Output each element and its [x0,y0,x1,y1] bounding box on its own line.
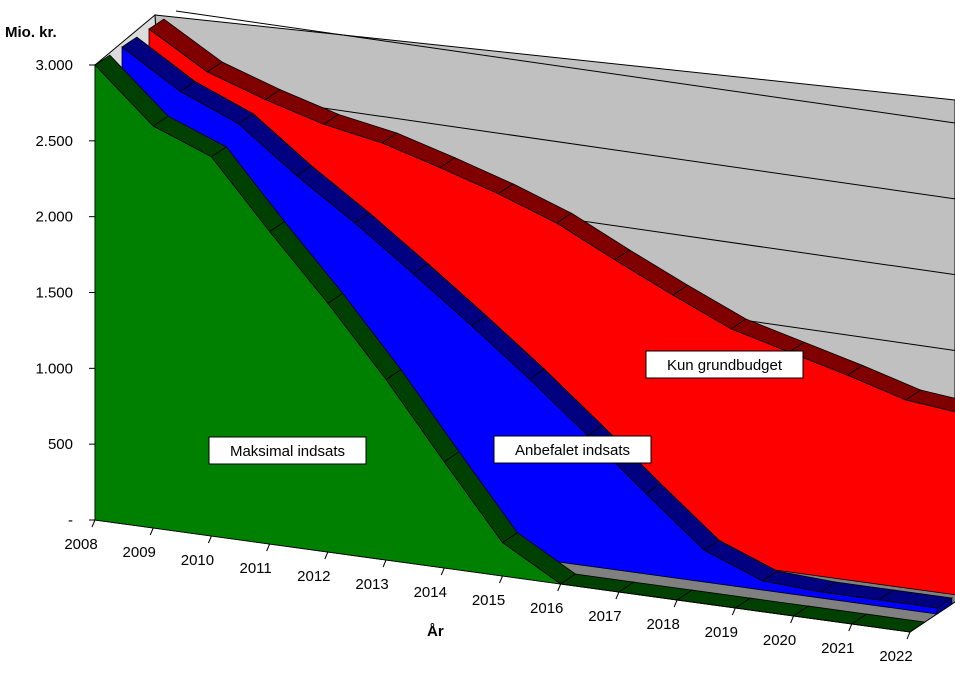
x-tick [673,599,678,608]
y-tick-label: 2.500 [35,133,73,150]
x-tick [324,551,329,560]
x-tick [557,583,562,592]
series-label-text: Anbefalet indsats [515,442,630,459]
label-box [493,435,652,464]
y-tick-label: - [68,512,73,529]
series-label-box: Maksimal indsats [208,436,367,465]
series-maksimal-indsats [94,54,926,633]
y-axis-title: Mio. kr. [5,24,57,41]
series-end-face [909,621,926,633]
label-box [645,350,804,379]
x-tick-label: 2021 [821,640,854,657]
series-label-text: Maksimal indsats [230,443,345,460]
x-axis-title: År [427,623,444,640]
x-tick-label: 2013 [355,576,388,593]
x-tick-label: 2020 [763,632,796,649]
x-tick [906,631,911,640]
x-tick-label: 2011 [240,560,272,577]
x-tick-label: 2016 [530,600,563,617]
x-tick-label: 2015 [472,592,505,609]
series-labels: Kun grundbudget Anbefalet indsats Maksimal… [208,350,804,465]
label-box [208,436,367,465]
x-tick-label: 2022 [879,648,912,665]
x-tick [149,527,154,536]
x-tick [790,615,795,624]
series-label-box: Kun grundbudget [645,350,804,379]
x-tick [440,567,445,576]
x-tick-label: 2008 [64,536,97,553]
x-tick-label: 2019 [705,624,738,641]
series-label-text: Kun grundbudget [667,357,783,374]
x-tick [615,591,620,600]
x-tick [207,535,212,544]
x-tick [731,607,736,616]
y-tick-label: 500 [48,436,73,453]
y-tick-label: 3.000 [35,57,73,74]
x-tick-label: 2010 [181,552,214,569]
x-tick-label: 2017 [588,608,621,625]
x-tick-label: 2014 [414,584,447,601]
x-tick [499,575,503,584]
x-tick [266,543,271,552]
x-tick [91,519,96,528]
series-layer [94,18,955,633]
axis-layer: - 500 1.000 1.500 2.000 2.500 3.000 2008 2009 201… [35,57,912,665]
series-label-box: Anbefalet indsats [493,435,652,464]
x-tick [382,559,387,568]
gridline [175,10,955,124]
x-tick-label: 2009 [123,544,156,561]
y-tick-label: 1.500 [35,285,73,302]
x-tick-label: 2018 [646,616,679,633]
x-tick [848,623,853,632]
x-tick-label: 2012 [297,568,330,585]
y-tick-label: 2.000 [35,209,73,226]
y-tick-label: 1.000 [35,360,73,377]
